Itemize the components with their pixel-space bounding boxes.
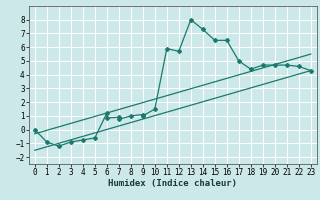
X-axis label: Humidex (Indice chaleur): Humidex (Indice chaleur) [108, 179, 237, 188]
